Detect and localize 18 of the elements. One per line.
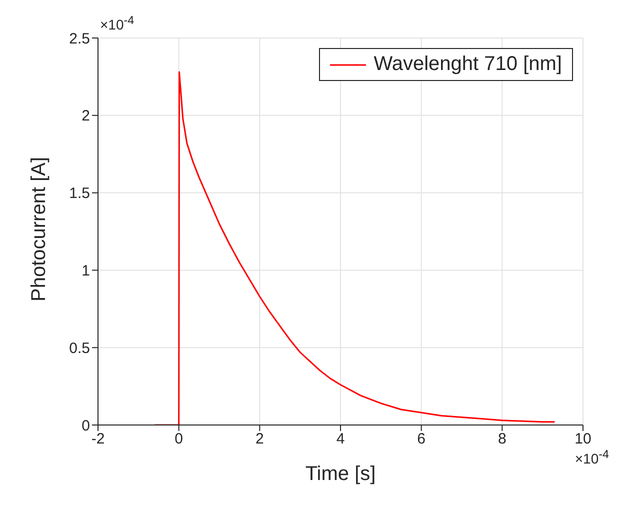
x-tick-label: 10 xyxy=(574,430,592,448)
y-tick-label: 0.5 xyxy=(69,340,90,357)
y-tick-label: 1 xyxy=(82,262,90,280)
y-axis-title: Photocurrent [A] xyxy=(28,156,50,302)
x-tick-label: 8 xyxy=(498,430,506,448)
x-tick-label: 2 xyxy=(255,430,264,448)
x-tick-label: 6 xyxy=(417,430,426,448)
legend-label: Wavelenght 710 [nm] xyxy=(374,53,562,76)
x-axis-title: Time [s] xyxy=(305,463,376,485)
x-tick-label: 0 xyxy=(174,430,184,448)
text: ×10$^{-4}$ xyxy=(100,14,134,33)
y-tick-label: 2 xyxy=(82,108,90,125)
text: ×10$^{-4}$ xyxy=(574,448,609,467)
x-tick-label: 4 xyxy=(336,430,345,448)
y-tick-label: 0 xyxy=(82,417,90,434)
y-tick-label: 1.5 xyxy=(69,185,90,202)
x-tick-label: -2 xyxy=(91,430,105,448)
y-tick-label: 2.5 xyxy=(69,30,90,48)
